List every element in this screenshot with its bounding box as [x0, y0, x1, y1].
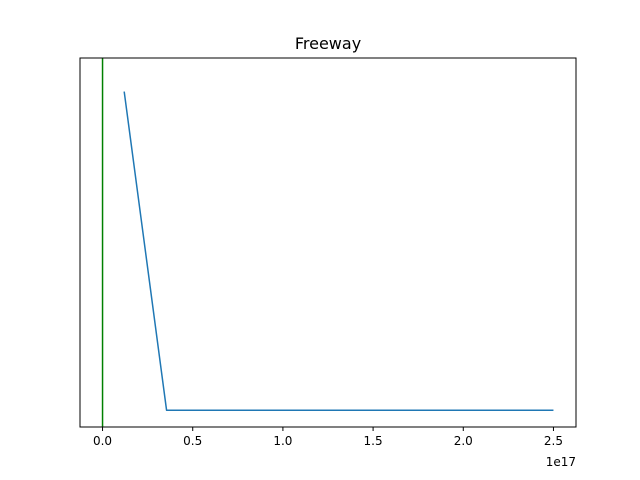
x-tick-label: 1.0	[273, 434, 292, 448]
series-line-0	[123, 91, 554, 411]
plot-area	[101, 58, 554, 427]
chart-title: Freeway	[295, 34, 361, 53]
x-axis-offset-label: 1e17	[546, 455, 576, 469]
plot-frame	[79, 57, 577, 428]
x-tick-label: 0.5	[183, 434, 202, 448]
x-tick-label: 0.0	[93, 434, 112, 448]
x-tick-label: 2.5	[544, 434, 563, 448]
x-axis: 0.0 0.5 1.0 1.5 2.0 2.5	[93, 427, 563, 448]
x-tick-label: 2.0	[454, 434, 473, 448]
x-tick-label: 1.5	[364, 434, 383, 448]
